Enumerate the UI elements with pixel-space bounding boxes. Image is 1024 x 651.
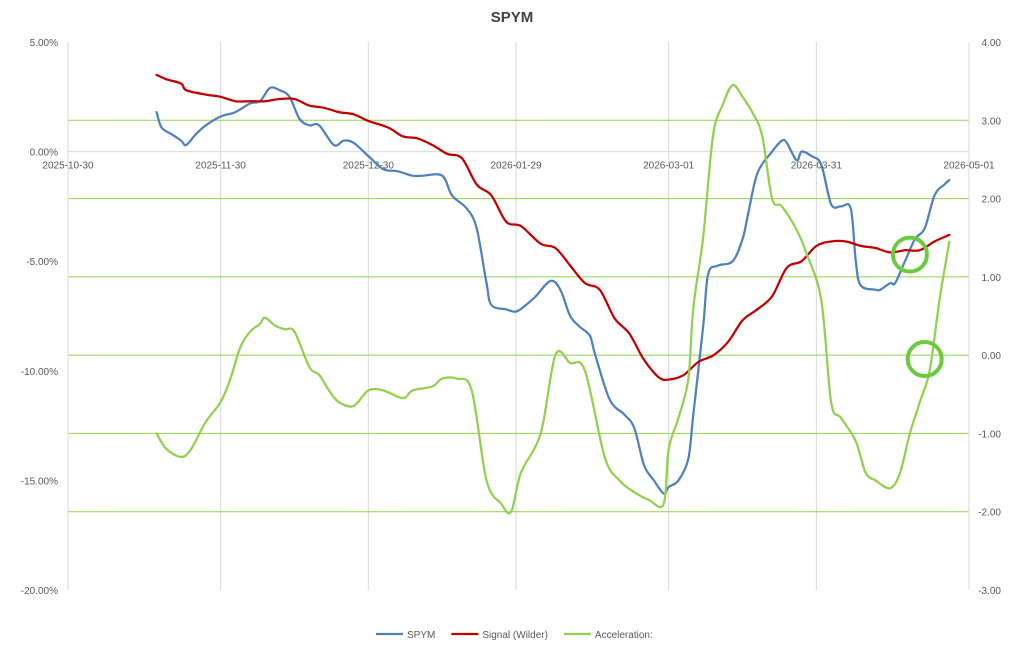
x-tick-label: 2025-12-30 [343,161,395,172]
chart-title: SPYM [491,9,534,26]
series-line-signal-wilder [155,73,951,382]
x-tick-label: 2026-03-01 [643,161,695,172]
x-tick-label: 2025-10-30 [42,161,94,172]
right-y-tick-label: 1.00 [982,273,1002,284]
right-y-tick-label: -3.00 [978,586,1001,597]
axis-layer: 5.00% 0.00% -5.00% -10.00% -15.00% -20.00% 4.0… [21,38,1002,597]
x-tick-label: 2026-01-29 [490,161,542,172]
right-y-tick-label: -1.00 [978,429,1001,440]
right-y-tick-label: 0.00 [982,351,1002,362]
left-y-tick-label: -10.00% [21,367,58,378]
highlight-circle [905,340,944,379]
legend: SPYM Signal (Wilder) Acceleration: [376,630,653,641]
grid-layer [67,42,970,590]
left-y-tick-label: 0.00% [30,148,58,159]
left-y-tick-label: -20.00% [21,586,58,597]
left-y-tick-label: -5.00% [26,257,58,268]
legend-label-acceleration: Acceleration: [595,630,653,641]
annotation-layer [890,235,944,379]
right-y-tick-label: 4.00 [982,38,1002,49]
right-y-tick-label: 2.00 [982,195,1002,206]
left-y-tick-label: 5.00% [30,38,58,49]
highlight-circle [890,235,929,274]
right-y-tick-label: 3.00 [982,116,1002,127]
legend-label-signal-wilder: Signal (Wilder) [482,630,548,641]
x-tick-label: 2026-03-31 [791,161,843,172]
right-y-tick-label: -2.00 [978,508,1001,519]
legend-label-spym: SPYM [407,630,435,641]
series-layer [155,73,951,515]
left-y-tick-label: -15.00% [21,476,58,487]
series-line-acceleration [155,83,951,515]
x-tick-label: 2026-05-01 [943,161,995,172]
x-tick-label: 2025-11-30 [195,161,246,172]
